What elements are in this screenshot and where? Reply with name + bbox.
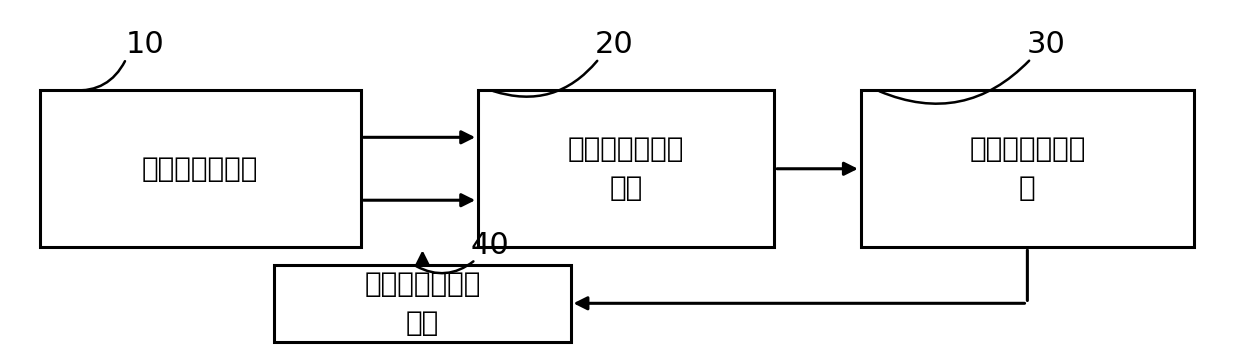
Text: 30: 30 [1027,30,1065,59]
Bar [479,90,774,247]
Text: 多通道射频模块: 多通道射频模块 [143,155,258,183]
Text: 40: 40 [471,231,510,260]
Text: 20: 20 [594,30,634,59]
Text: 可编程时钟延时
模块: 可编程时钟延时 模块 [365,270,481,337]
Text: 相位校准控制模
块: 相位校准控制模 块 [970,135,1085,202]
Bar [861,90,1194,247]
Bar [40,90,361,247]
Text: 10: 10 [125,30,164,59]
Bar [274,265,570,342]
Text: 多通道模数采集
模块: 多通道模数采集 模块 [568,135,684,202]
